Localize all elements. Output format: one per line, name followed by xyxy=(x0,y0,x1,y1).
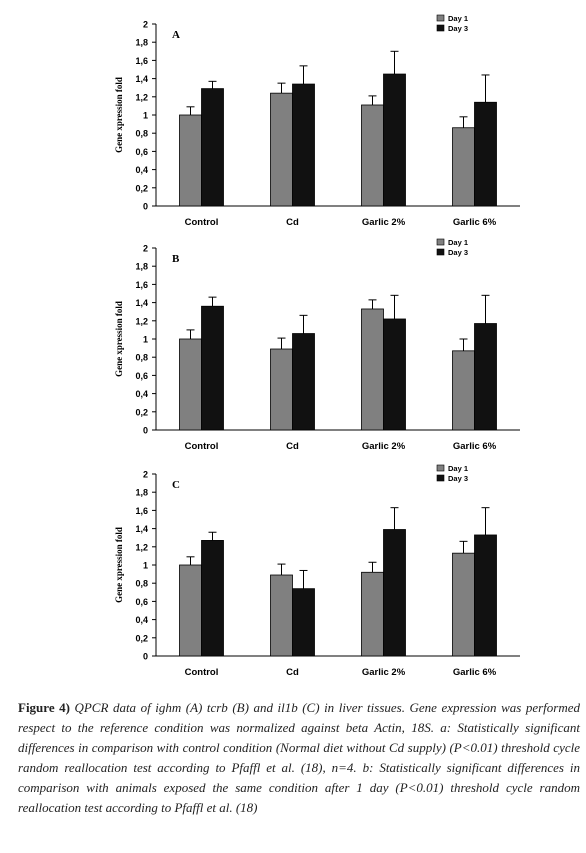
legend-label: Day 1 xyxy=(448,14,468,23)
legend-label: Day 3 xyxy=(448,248,468,257)
legend-swatch xyxy=(436,24,445,32)
bar-chart: 0 0,2 0,4 0,6 0,8 1 1,2 1,4 1,6 1,8 2 Gene xpressio… xyxy=(114,14,520,228)
y-tick-label: 1 xyxy=(143,111,148,121)
bar xyxy=(474,101,497,207)
y-tick-label: 0,4 xyxy=(135,389,148,399)
chart-panel-a: 0 0,2 0,4 0,6 0,8 1 1,2 1,4 1,6 1,8 2 Gene xpressio… xyxy=(100,10,540,232)
bar xyxy=(201,88,224,207)
y-tick-label: 2 xyxy=(143,20,148,30)
x-tick-label: Garlic 2% xyxy=(362,441,406,452)
y-tick-label: 2 xyxy=(143,244,148,254)
y-tick-label: 0,2 xyxy=(135,183,148,193)
legend-swatch xyxy=(436,248,445,256)
y-tick-label: 0 xyxy=(143,652,148,662)
caption-label: Figure 4) xyxy=(18,700,70,715)
legend-label: Day 1 xyxy=(448,464,468,473)
x-tick-label: Garlic 2% xyxy=(362,667,406,678)
y-tick-label: 0,6 xyxy=(135,371,148,381)
legend-swatch xyxy=(436,14,445,22)
y-tick-label: 0 xyxy=(143,202,148,212)
y-tick-label: 1 xyxy=(143,561,148,571)
y-tick-label: 0 xyxy=(143,426,148,436)
legend-label: Day 3 xyxy=(448,24,468,33)
x-tick-label: Control xyxy=(185,217,219,228)
bar xyxy=(179,564,202,657)
y-tick-label: 1,6 xyxy=(135,506,148,516)
x-tick-label: Cd xyxy=(286,441,299,452)
y-tick-label: 1,6 xyxy=(135,56,148,66)
figure-caption: Figure 4) QPCR data of ighm (A) tcrb (B)… xyxy=(18,698,580,818)
bar xyxy=(474,534,497,657)
y-tick-label: 2 xyxy=(143,470,148,480)
x-tick-label: Garlic 6% xyxy=(453,667,497,678)
chart-panel-b: 0 0,2 0,4 0,6 0,8 1 1,2 1,4 1,6 1,8 2 Gene xpressio… xyxy=(100,234,540,456)
y-tick-label: 1,8 xyxy=(135,38,148,48)
y-tick-label: 1,2 xyxy=(135,92,148,102)
y-tick-label: 1,2 xyxy=(135,316,148,326)
bar-chart: 0 0,2 0,4 0,6 0,8 1 1,2 1,4 1,6 1,8 2 Gene xpressio… xyxy=(114,464,520,678)
bar xyxy=(179,338,202,431)
bar xyxy=(474,323,497,431)
bar xyxy=(361,571,384,657)
y-tick-label: 1,4 xyxy=(135,298,148,308)
chart-panel-c: 0 0,2 0,4 0,6 0,8 1 1,2 1,4 1,6 1,8 2 Gene xpressio… xyxy=(100,460,540,682)
bar xyxy=(383,73,406,207)
y-tick-label: 1 xyxy=(143,335,148,345)
y-axis-label: Gene xpression fold xyxy=(114,77,124,153)
x-tick-label: Garlic 6% xyxy=(453,217,497,228)
bar xyxy=(270,574,293,657)
panel-label: C xyxy=(172,479,180,491)
bar xyxy=(452,552,475,657)
bar-chart: 0 0,2 0,4 0,6 0,8 1 1,2 1,4 1,6 1,8 2 Gene xpressio… xyxy=(114,238,520,452)
bar xyxy=(361,308,384,431)
caption-text: QPCR data of ighm (A) tcrb (B) and il1b … xyxy=(18,700,580,815)
y-tick-label: 0,8 xyxy=(135,129,148,139)
y-tick-label: 0,2 xyxy=(135,407,148,417)
bar xyxy=(179,114,202,207)
legend-swatch xyxy=(436,464,445,472)
panel-label: B xyxy=(172,253,180,265)
x-tick-label: Control xyxy=(185,441,219,452)
y-tick-label: 1,6 xyxy=(135,280,148,290)
bar xyxy=(383,318,406,431)
y-tick-label: 0,4 xyxy=(135,165,148,175)
bar xyxy=(201,305,224,431)
bar xyxy=(201,540,224,657)
y-tick-label: 0,6 xyxy=(135,147,148,157)
legend-label: Day 3 xyxy=(448,474,468,483)
y-tick-label: 0,4 xyxy=(135,615,148,625)
y-tick-label: 0,2 xyxy=(135,633,148,643)
legend-label: Day 1 xyxy=(448,238,468,247)
y-tick-label: 1,4 xyxy=(135,524,148,534)
bar xyxy=(292,333,315,431)
x-tick-label: Cd xyxy=(286,217,299,228)
y-tick-label: 1,4 xyxy=(135,74,148,84)
bar xyxy=(383,529,406,657)
x-tick-label: Control xyxy=(185,667,219,678)
bar xyxy=(452,127,475,207)
y-axis-label: Gene xpression fold xyxy=(114,527,124,603)
y-tick-label: 0,8 xyxy=(135,579,148,589)
x-tick-label: Garlic 6% xyxy=(453,441,497,452)
bar xyxy=(270,92,293,207)
bar xyxy=(292,588,315,657)
legend-swatch xyxy=(436,474,445,482)
y-tick-label: 0,6 xyxy=(135,597,148,607)
bar xyxy=(270,348,293,431)
panel-label: A xyxy=(172,29,180,41)
y-axis-label: Gene xpression fold xyxy=(114,301,124,377)
x-tick-label: Cd xyxy=(286,667,299,678)
bar xyxy=(361,104,384,207)
y-tick-label: 1,8 xyxy=(135,488,148,498)
y-tick-label: 1,2 xyxy=(135,542,148,552)
y-tick-label: 1,8 xyxy=(135,262,148,272)
legend-swatch xyxy=(436,238,445,246)
x-tick-label: Garlic 2% xyxy=(362,217,406,228)
bar xyxy=(292,83,315,207)
bar xyxy=(452,350,475,431)
y-tick-label: 0,8 xyxy=(135,353,148,363)
